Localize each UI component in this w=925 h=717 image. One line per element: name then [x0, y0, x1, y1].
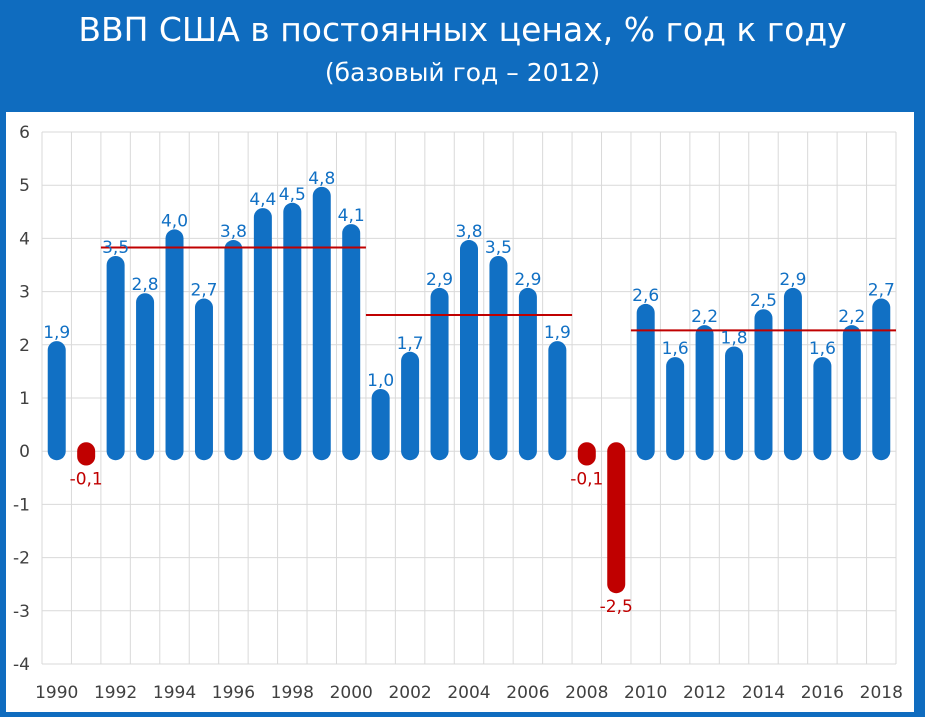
data-label: 1,9 — [43, 323, 70, 343]
data-label: -2,5 — [600, 597, 633, 617]
bar — [136, 293, 155, 461]
data-label: 3,8 — [455, 222, 482, 242]
y-tick-label: 2 — [19, 336, 30, 356]
data-label: 3,5 — [102, 238, 129, 258]
data-label: 4,4 — [249, 190, 276, 210]
bar — [577, 442, 596, 466]
data-label: -0,1 — [70, 470, 103, 490]
bar — [312, 186, 331, 461]
y-tick-label: -3 — [13, 602, 30, 622]
y-tick-label: -1 — [13, 495, 30, 515]
data-label: 1,7 — [397, 334, 424, 354]
bar — [430, 287, 449, 461]
bar — [47, 341, 66, 461]
bar — [636, 303, 655, 461]
x-tick-label: 2006 — [506, 683, 549, 703]
data-label: 2,7 — [190, 281, 217, 301]
x-tick-label: 1998 — [271, 683, 314, 703]
data-label: 3,8 — [220, 222, 247, 242]
data-label: 2,5 — [750, 291, 777, 311]
bar — [224, 240, 243, 461]
bar — [548, 341, 567, 461]
data-label: 2,2 — [691, 307, 718, 327]
x-tick-label: 2010 — [624, 683, 667, 703]
bar — [371, 389, 390, 461]
data-label: 1,0 — [367, 371, 394, 391]
bar — [401, 351, 420, 461]
x-tick-label: 2008 — [565, 683, 608, 703]
bar — [253, 208, 272, 461]
bar — [194, 298, 213, 461]
bar — [754, 309, 773, 461]
data-label: 2,6 — [632, 286, 659, 306]
y-tick-label: 0 — [19, 442, 30, 462]
data-label: 2,8 — [132, 275, 159, 295]
y-tick-label: -4 — [13, 655, 30, 675]
data-label: 2,9 — [426, 270, 453, 290]
data-label: 2,7 — [868, 281, 895, 301]
bar — [666, 357, 685, 461]
y-tick-label: 3 — [19, 283, 30, 303]
bar — [725, 346, 744, 461]
bar — [283, 202, 302, 461]
bar — [460, 240, 478, 461]
data-label: 1,6 — [809, 339, 836, 359]
data-label: 4,0 — [161, 211, 188, 231]
x-tick-label: 2002 — [388, 683, 431, 703]
y-tick-label: 5 — [19, 176, 30, 196]
bar-chart: -4-3-2-101234561,9-0,13,52,84,02,73,84,4… — [13, 123, 903, 703]
y-tick-label: -2 — [13, 549, 30, 569]
data-label: -0,1 — [570, 470, 603, 490]
x-tick-label: 2000 — [330, 683, 373, 703]
y-tick-label: 4 — [19, 229, 30, 249]
data-label: 2,9 — [514, 270, 541, 290]
y-tick-label: 6 — [19, 123, 30, 143]
x-tick-label: 2004 — [447, 683, 490, 703]
x-tick-label: 1990 — [35, 683, 78, 703]
x-tick-label: 1992 — [94, 683, 137, 703]
bar — [165, 229, 184, 461]
data-label: 3,5 — [485, 238, 512, 258]
bar — [813, 357, 832, 461]
data-label: 4,1 — [338, 206, 365, 226]
bar — [842, 325, 861, 461]
chart-subtitle: (базовый год – 2012) — [324, 58, 601, 87]
bar — [106, 256, 125, 461]
data-label: 1,8 — [721, 328, 748, 348]
bar — [342, 224, 361, 461]
plot-area: -4 -3 -2 -1 0 1 2 3 4 5 6 1,9 -0,1 3,5 2,8 4,0 2,7 3,8 4,4… — [6, 112, 914, 712]
x-tick-label: 1994 — [153, 683, 196, 703]
bar — [489, 256, 508, 461]
bar — [783, 287, 802, 461]
bar — [607, 442, 626, 594]
data-label: 4,8 — [308, 169, 335, 189]
data-label: 1,9 — [544, 323, 571, 343]
bar — [872, 298, 891, 461]
x-tick-label: 2012 — [683, 683, 726, 703]
bar — [77, 442, 96, 466]
data-label: 2,9 — [779, 270, 806, 290]
x-tick-label: 2016 — [801, 683, 844, 703]
y-tick-label: 1 — [19, 389, 30, 409]
data-label: 2,2 — [838, 307, 865, 327]
bar — [518, 287, 537, 461]
x-tick-label: 2014 — [742, 683, 785, 703]
bar — [695, 325, 714, 461]
x-tick-label: 2018 — [860, 683, 903, 703]
data-label: 4,5 — [279, 185, 306, 205]
header: ВВП США в постоянных ценах, % год к году… — [0, 0, 925, 100]
chart-title: ВВП США в постоянных ценах, % год к году — [78, 10, 847, 49]
data-label: 1,6 — [662, 339, 689, 359]
x-tick-label: 1996 — [212, 683, 255, 703]
